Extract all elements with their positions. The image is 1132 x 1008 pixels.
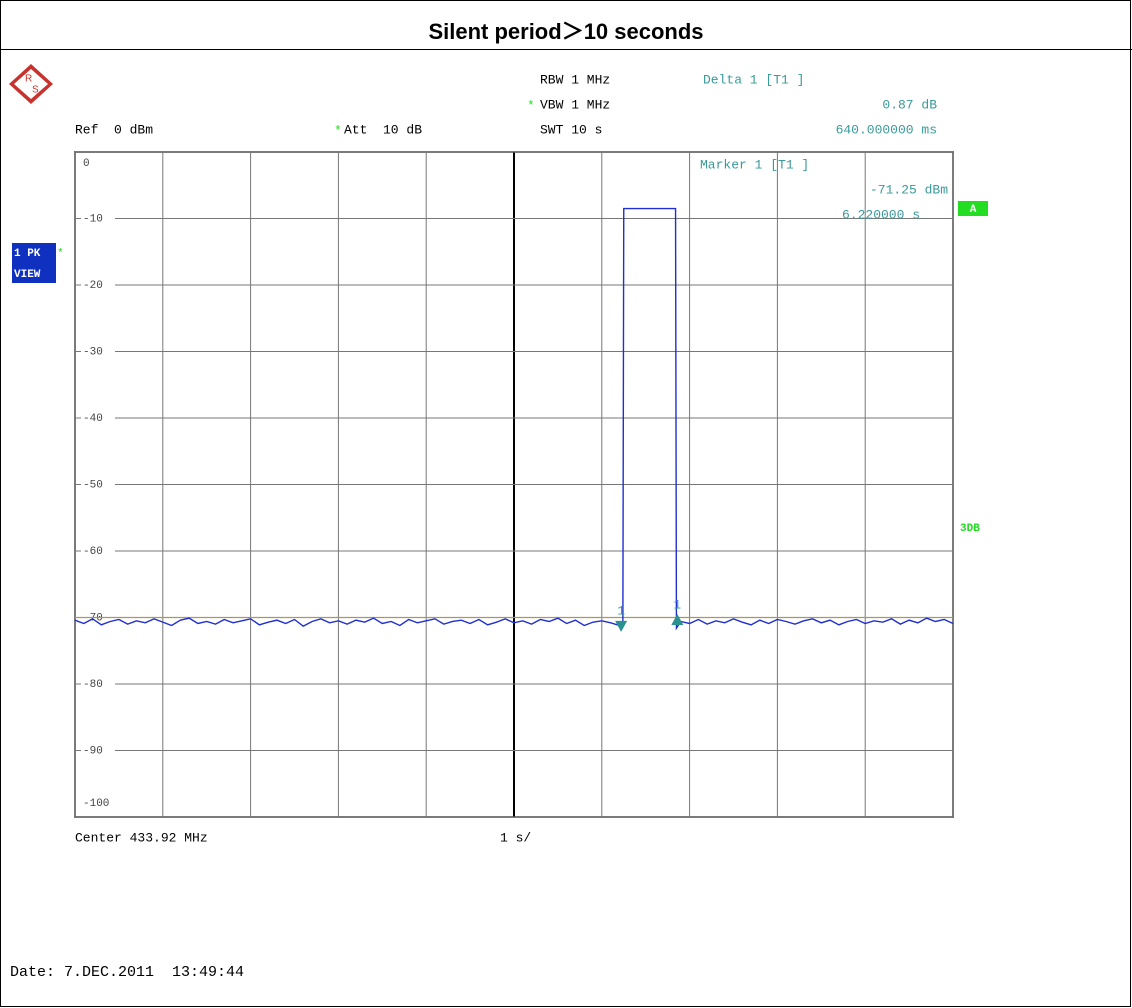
y-tick-label: -20 — [83, 280, 103, 292]
tick-label-bg — [81, 743, 115, 758]
marker-label: 1 — [617, 603, 625, 618]
att-flag: * — [334, 123, 342, 138]
side-badge — [958, 201, 988, 216]
chart-title: Silent period＞10 seconds — [428, 19, 703, 44]
vbw: VBW 1 MHz — [540, 97, 610, 112]
ref: Ref 0 dBm — [75, 122, 153, 137]
trace — [74, 207, 954, 631]
side-label: 3DB — [960, 523, 980, 535]
trace-badge-line2: VIEW — [14, 269, 41, 281]
y-tick-label: -90 — [83, 745, 103, 757]
trace-badge-flag: * — [57, 248, 64, 260]
delta-level: 0.87 dB — [882, 97, 937, 112]
tick-label-bg — [81, 278, 115, 292]
marker-time: 6.220000 s — [842, 207, 920, 222]
vbw-flag: * — [527, 98, 535, 113]
y-tick-label: -50 — [83, 479, 103, 491]
tick-label-bg — [81, 796, 115, 810]
marker — [615, 620, 628, 632]
marker-label: 1 — [673, 597, 681, 612]
side-badge-text: A — [970, 204, 977, 216]
y-tick-label: 0 — [83, 158, 90, 170]
x-label: Center 433.92 MHz — [75, 830, 208, 845]
tick-label-bg — [81, 411, 115, 425]
y-tick-label: -10 — [83, 213, 103, 225]
overlay: Marker 1 [T1 ] -71.25 dBm 6.220000 s 1 1 — [615, 157, 948, 632]
y-tick-label: -60 — [83, 546, 103, 558]
marker-level: -71.25 dBm — [870, 182, 948, 197]
svg-text:S: S — [32, 85, 39, 96]
tick-label-bg — [81, 477, 115, 492]
tick-label-bg — [81, 211, 115, 226]
rbw: RBW 1 MHz — [540, 72, 610, 87]
y-tick-label: -40 — [83, 413, 103, 425]
att: Att 10 dB — [344, 122, 422, 137]
marker-title: Marker 1 [T1 ] — [700, 157, 809, 172]
delta-time: 640.000000 ms — [836, 122, 937, 137]
logo: R S — [9, 64, 53, 104]
x-scale: 1 s/ — [500, 830, 531, 845]
svg-text:R: R — [25, 74, 32, 85]
plot: 0-10-20-30-40-50-60-70-80-90-100 — [74, 151, 954, 818]
date: Date: 7.DEC.2011 13:49:44 — [10, 964, 244, 981]
tick-label-bg — [81, 344, 115, 359]
y-tick-label: -80 — [83, 679, 103, 691]
y-tick-label: -100 — [83, 798, 109, 810]
trace-badge — [12, 243, 56, 283]
trace-badge-line1: 1 PK — [14, 248, 41, 260]
tick-label-bg — [81, 156, 115, 170]
y-tick-label: -30 — [83, 346, 103, 358]
delta-title: Delta 1 [T1 ] — [703, 72, 804, 87]
marker — [671, 614, 684, 626]
tick-label-bg — [81, 544, 115, 558]
swt: SWT 10 s — [540, 122, 602, 137]
tick-label-bg — [81, 677, 115, 691]
